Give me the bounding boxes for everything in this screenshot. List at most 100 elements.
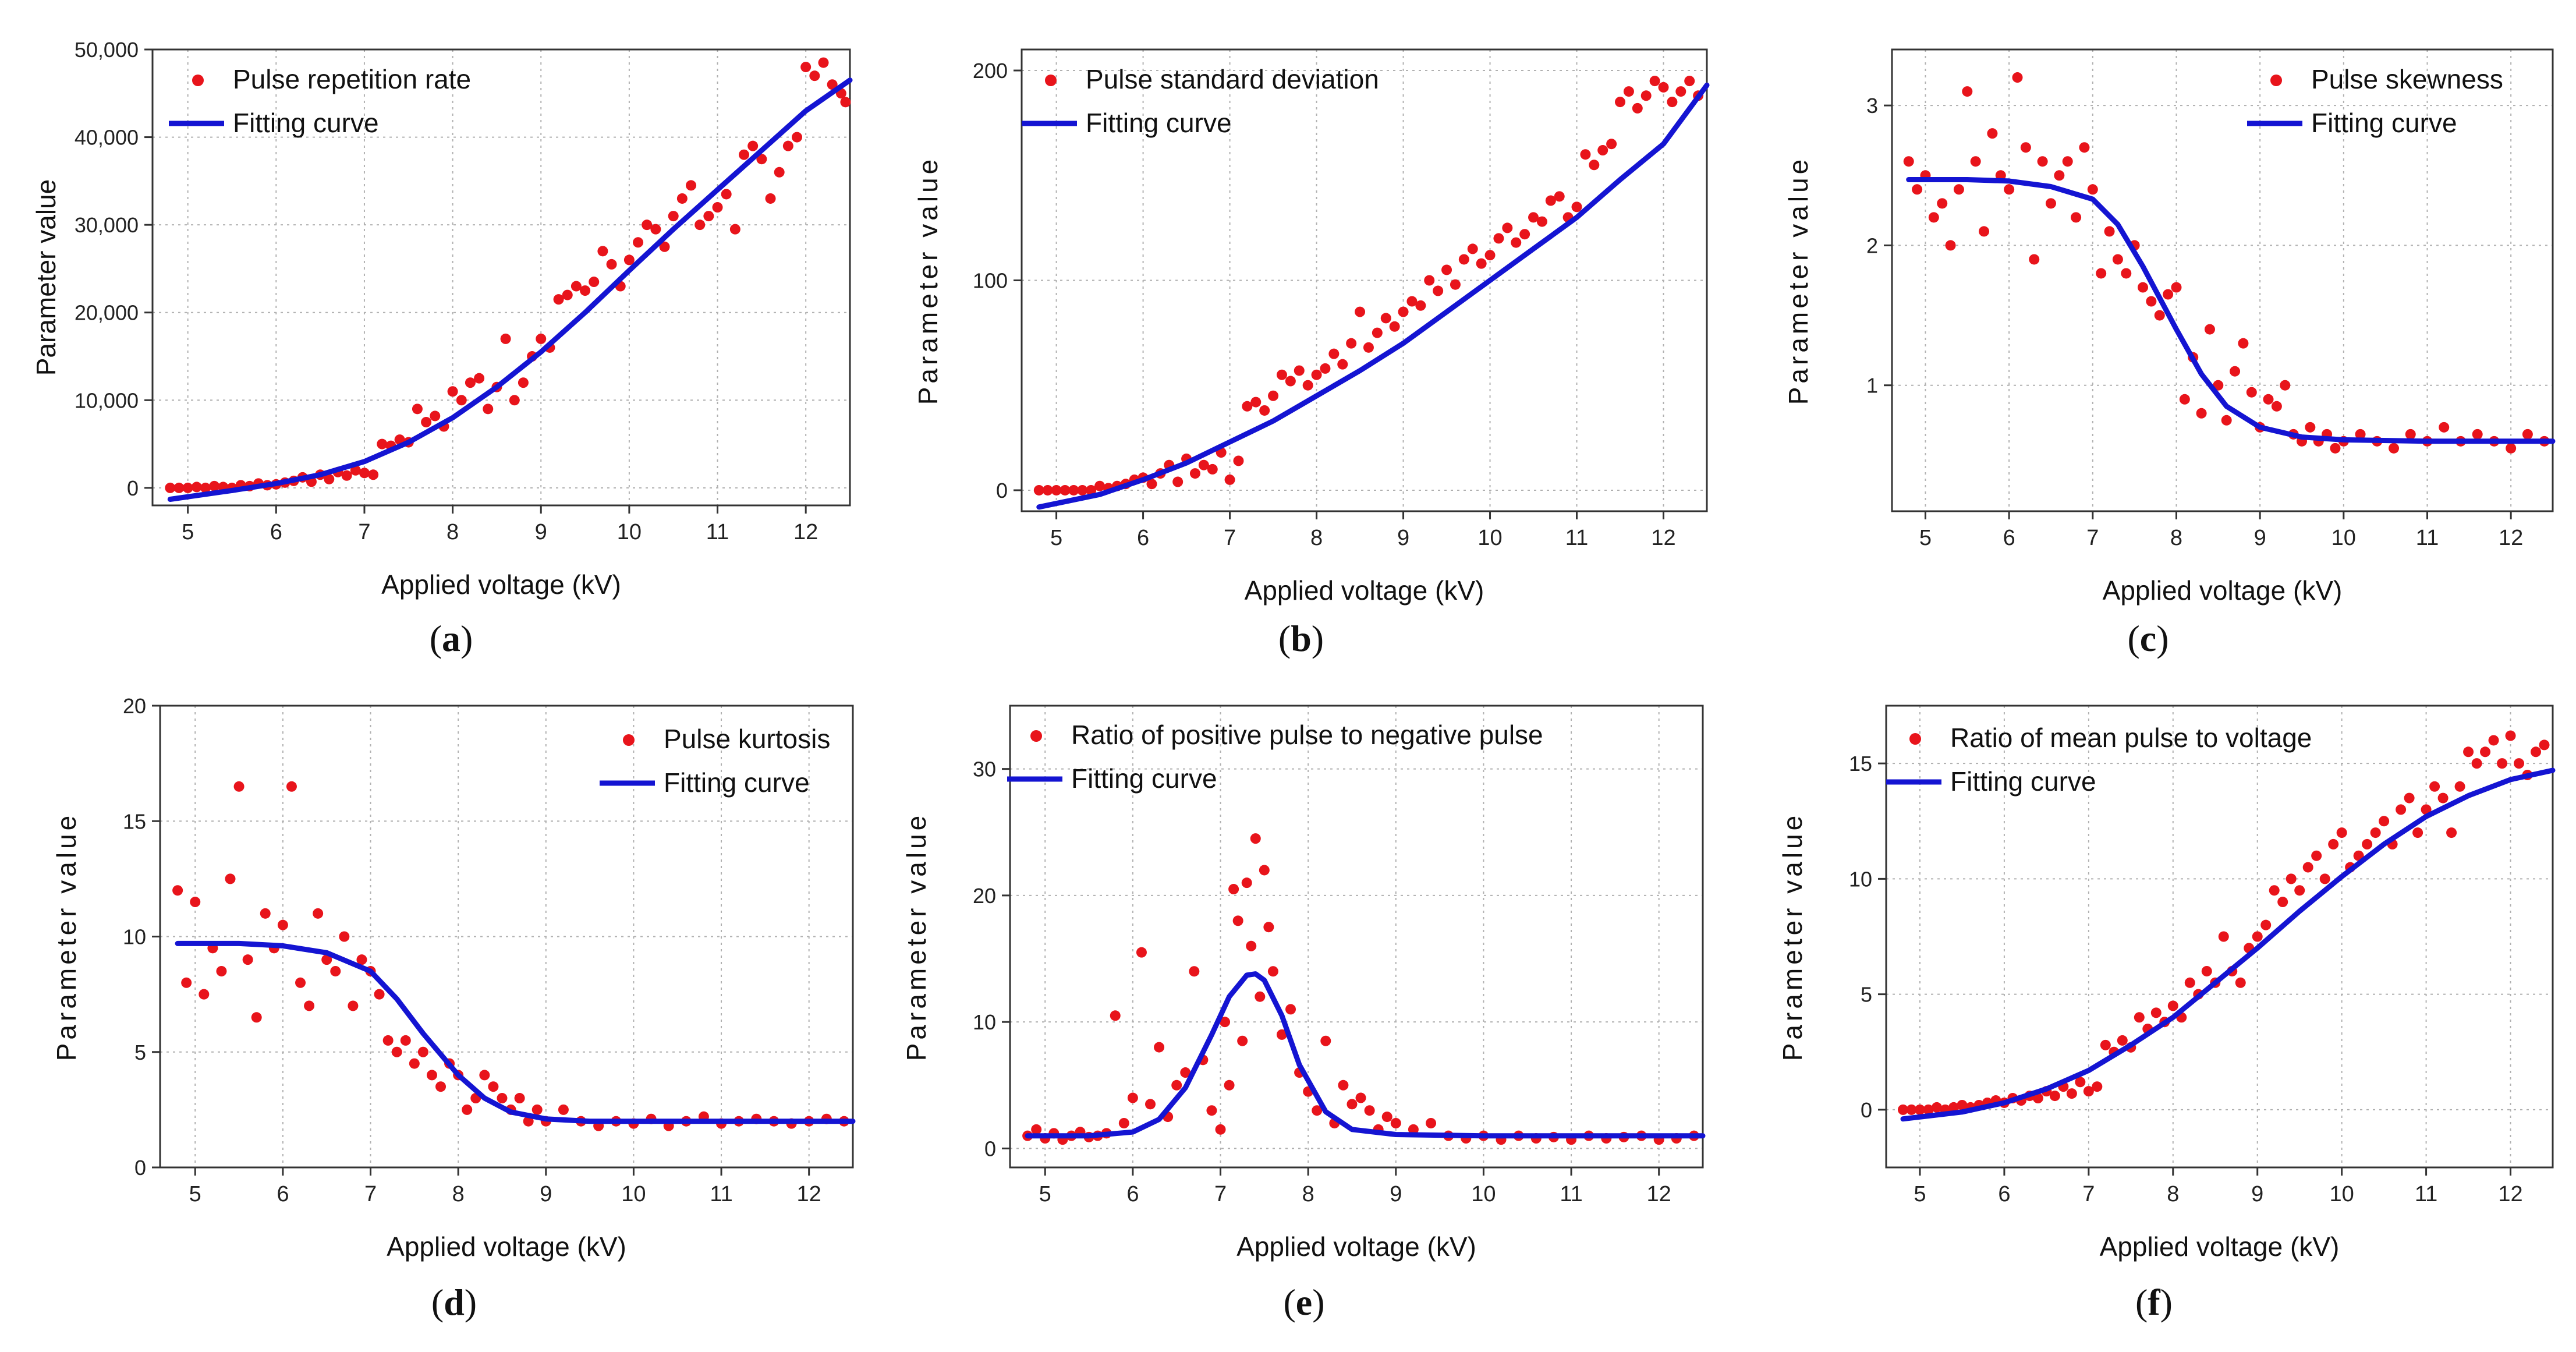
x-tick-label: 6 — [1126, 1182, 1139, 1206]
data-point — [2213, 380, 2224, 391]
data-point — [782, 140, 793, 151]
subplot-d: 5 6 7 8 9 10 11 12 0 5 10 15 20 Applied voltage (kV) P… — [51, 694, 856, 1323]
data-point — [818, 57, 829, 68]
data-point — [1931, 1102, 1942, 1113]
data-point — [1953, 184, 1964, 195]
y-tick-label: 30 — [973, 758, 996, 781]
data-point — [2117, 1035, 2128, 1046]
legend-marker-points — [623, 734, 635, 746]
data-point — [1426, 1117, 1437, 1128]
x-tick-label: 5 — [1914, 1182, 1926, 1206]
data-point — [1338, 1080, 1349, 1091]
data-point — [2260, 919, 2272, 930]
data-point — [1389, 321, 1400, 332]
data-point — [2405, 429, 2416, 440]
data-point — [1554, 191, 1565, 202]
data-point — [2087, 184, 2098, 195]
data-point — [2379, 816, 2390, 827]
fitting-curve — [167, 77, 853, 502]
x-tick-label: 5 — [1039, 1182, 1051, 1206]
legend-label-fit: Fitting curve — [1071, 763, 1217, 794]
data-point — [2263, 394, 2274, 405]
data-point — [447, 386, 458, 397]
data-point — [191, 482, 202, 493]
data-point — [2454, 781, 2465, 792]
subplot-a: 5 6 7 8 9 10 11 12 0 10,000 20,000 30,000 40,000 50,0… — [31, 38, 853, 659]
y-tick-label: 0 — [134, 1156, 146, 1180]
data-point — [650, 224, 661, 235]
data-point — [295, 977, 306, 988]
x-axis-label: Applied voltage (kV) — [1236, 1231, 1476, 1262]
data-point — [2163, 289, 2174, 300]
y-tick-label: 15 — [123, 809, 146, 833]
fitting-curve — [1036, 82, 1710, 510]
data-point — [2092, 1081, 2103, 1092]
x-tick-label: 10 — [1477, 526, 1502, 550]
x-tick-label: 10 — [2331, 526, 2356, 550]
y-tick-label: 10,000 — [75, 388, 139, 412]
data-point — [1450, 279, 1461, 290]
data-point — [2294, 885, 2305, 896]
plot-frame — [1009, 705, 1704, 1169]
data-point — [792, 132, 803, 143]
data-point — [1632, 102, 1643, 114]
data-point — [2037, 156, 2048, 167]
fitting-curve — [1906, 177, 2556, 444]
data-point — [509, 395, 520, 406]
data-point — [199, 989, 210, 1000]
data-point — [242, 954, 253, 965]
data-point — [1146, 479, 1157, 490]
legend: Ratio of positive pulse to negative puls… — [1007, 720, 1543, 794]
y-tick-label: 30,000 — [75, 213, 139, 237]
data-point — [1667, 97, 1678, 108]
data-point — [558, 1104, 569, 1115]
data-point — [2204, 324, 2215, 335]
data-point — [465, 377, 476, 388]
subplot-e: 5 6 7 8 9 10 11 12 0 10 20 30 Applied voltage (kV) Pa… — [901, 705, 1706, 1323]
data-point — [668, 211, 679, 222]
data-point — [1033, 484, 1044, 496]
legend-marker-points — [2270, 75, 2282, 86]
data-point — [500, 333, 511, 344]
subplot-label: (d) — [431, 1282, 477, 1323]
x-tick-label: 11 — [1560, 1182, 1582, 1206]
x-tick-label: 12 — [2498, 1182, 2522, 1206]
legend-label-series: Pulse skewness — [2311, 64, 2503, 94]
data-point — [172, 885, 183, 896]
data-point — [1259, 865, 1270, 876]
data-point — [553, 294, 564, 305]
data-point — [2506, 443, 2517, 454]
data-point — [1207, 463, 1218, 475]
data-point — [1408, 1124, 1419, 1135]
x-tick-label: 5 — [1050, 526, 1062, 550]
data-point — [1232, 915, 1243, 926]
data-point — [659, 241, 670, 252]
data-point — [1363, 342, 1374, 353]
data-point — [1467, 243, 1478, 254]
data-point — [1068, 484, 1079, 496]
data-point — [1623, 86, 1634, 97]
x-tick-label: 6 — [1137, 526, 1149, 550]
x-tick-label: 9 — [540, 1182, 552, 1206]
data-point — [703, 211, 714, 222]
data-point — [2404, 792, 2415, 804]
x-tick-label: 11 — [2416, 526, 2439, 550]
data-point — [341, 470, 352, 481]
data-point — [2531, 746, 2542, 758]
data-point — [277, 919, 288, 930]
y-tick-label: 15 — [1849, 752, 1872, 776]
data-point — [1077, 484, 1088, 496]
y-tick-label: 10 — [123, 925, 146, 949]
data-point — [1640, 90, 1652, 101]
plot-frame — [1891, 48, 2554, 512]
x-tick-label: 7 — [1214, 1182, 1227, 1206]
data-point — [1060, 484, 1071, 496]
x-tick-label: 10 — [621, 1182, 646, 1206]
data-point — [1355, 1092, 1366, 1103]
data-point — [1263, 922, 1274, 933]
data-point — [2062, 156, 2073, 167]
data-point — [225, 873, 236, 884]
data-point — [430, 410, 441, 422]
data-point — [1458, 254, 1469, 265]
data-point — [1276, 369, 1287, 380]
